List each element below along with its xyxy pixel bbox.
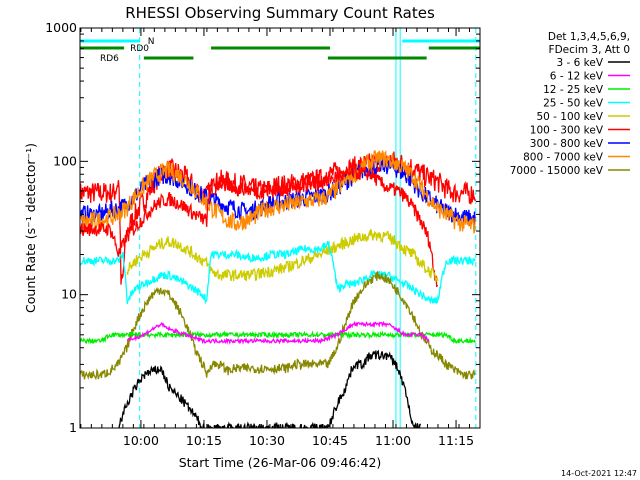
legend-label: 25 - 50 keV <box>543 98 604 110</box>
legend-label: 6 - 12 keV <box>550 71 604 83</box>
y-tick-label: 1000 <box>45 20 77 35</box>
y-axis-label: Count Rate (s⁻¹ detector⁻¹) <box>23 143 38 313</box>
flag-label-rd6: RD6 <box>100 54 119 64</box>
series-line <box>80 240 476 305</box>
legend-label: 300 - 800 keV <box>530 138 604 150</box>
legend-label: 7000 - 15000 keV <box>510 165 604 177</box>
series-line <box>80 271 476 381</box>
flag-label-rd0: RD0 <box>130 44 149 54</box>
series-line <box>118 349 422 428</box>
legend-label: 800 - 7000 keV <box>523 152 604 164</box>
footer-timestamp: 14-Oct-2021 12:47 <box>561 469 637 478</box>
x-axis: 10:00 10:15 10:30 10:45 11:00 11:15 <box>80 28 474 448</box>
y-tick-label: 1 <box>69 420 77 435</box>
legend: Det 1,3,4,5,6,9,FDecim 3, Att 03 - 6 keV… <box>510 31 630 177</box>
x-tick-label: 11:00 <box>375 433 411 448</box>
chart-title: RHESSI Observing Summary Count Rates <box>125 4 435 22</box>
x-tick-label: 10:45 <box>312 433 348 448</box>
x-axis-label: Start Time (26-Mar-06 09:46:42) <box>179 455 382 470</box>
legend-label: 3 - 6 keV <box>556 57 603 69</box>
series-line <box>80 330 476 345</box>
series-line <box>80 164 439 288</box>
series-line <box>80 149 476 234</box>
y-tick-label: 100 <box>53 153 77 168</box>
legend-header-line: FDecim 3, Att 0 <box>549 44 630 56</box>
y-tick-label: 10 <box>61 287 77 302</box>
flag-label-n: N <box>148 37 155 47</box>
x-tick-label: 10:15 <box>186 433 222 448</box>
y-axis: 1 10 100 1000 <box>45 20 480 435</box>
x-tick-label: 11:15 <box>438 433 474 448</box>
legend-header-line: Det 1,3,4,5,6,9, <box>548 31 630 43</box>
legend-label: 50 - 100 keV <box>536 111 603 123</box>
legend-label: 100 - 300 keV <box>530 125 604 137</box>
series-line <box>126 229 439 282</box>
x-tick-label: 10:30 <box>249 433 285 448</box>
series-line <box>126 320 430 345</box>
legend-label: 12 - 25 keV <box>543 84 604 96</box>
x-tick-label: 10:00 <box>123 433 159 448</box>
